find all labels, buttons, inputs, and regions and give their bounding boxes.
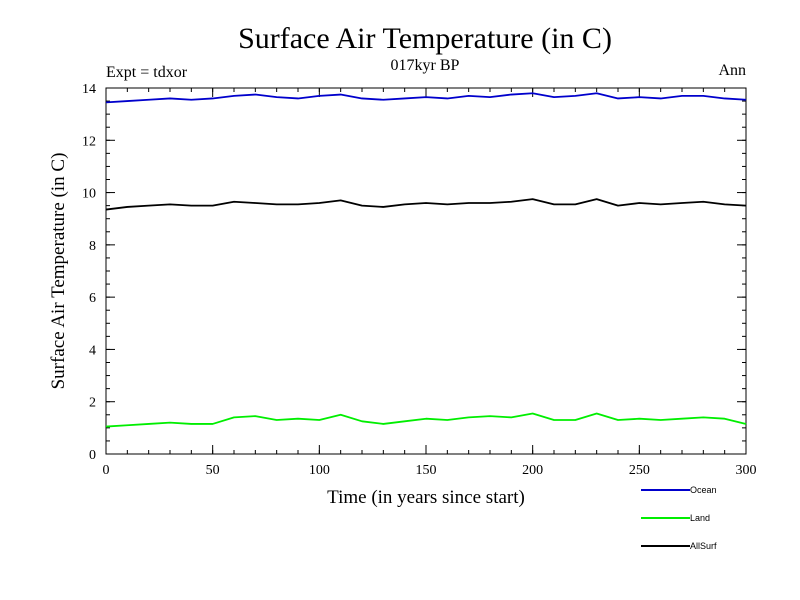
x-tick-label: 250 — [629, 463, 650, 478]
series-line-land — [105, 412, 747, 428]
y-tick-label: 0 — [89, 448, 96, 463]
y-tick-label: 2 — [89, 396, 96, 411]
y-tick-label: 6 — [89, 291, 96, 306]
series-layer — [105, 92, 747, 428]
series-line-ocean — [105, 92, 747, 104]
x-tick-label: 100 — [309, 463, 330, 478]
x-axis-label: Time (in years since start) — [327, 487, 525, 508]
legend-label-allsurf: AllSurf — [690, 541, 717, 551]
y-axis: 0 2 4 6 8 10 12 14 — [82, 82, 746, 463]
y-tick-label: 4 — [89, 343, 96, 358]
legend-label-ocean: Ocean — [690, 485, 717, 495]
x-tick-label: 50 — [206, 463, 220, 478]
series-line-allsurf — [105, 198, 747, 211]
y-tick-label: 12 — [82, 134, 96, 149]
y-tick-label: 10 — [82, 187, 96, 202]
legend: Ocean Land AllSurf — [641, 485, 717, 551]
x-tick-label: 300 — [736, 463, 757, 478]
y-tick-label: 14 — [82, 82, 96, 97]
legend-label-land: Land — [690, 513, 710, 523]
x-tick-label: 0 — [103, 463, 110, 478]
plot-frame — [105, 87, 747, 455]
y-axis-label: Surface Air Temperature (in C) — [48, 153, 69, 390]
y-tick-label: 8 — [89, 239, 96, 254]
x-axis: 0 50 100 150 200 250 300 — [103, 88, 757, 478]
experiment-label: Expt = tdxor — [106, 64, 188, 81]
x-tick-label: 200 — [522, 463, 543, 478]
chart-title: Surface Air Temperature (in C) — [238, 22, 612, 55]
season-label: Ann — [718, 62, 746, 79]
chart-subtitle: 017kyr BP — [391, 57, 460, 74]
x-tick-label: 150 — [416, 463, 437, 478]
